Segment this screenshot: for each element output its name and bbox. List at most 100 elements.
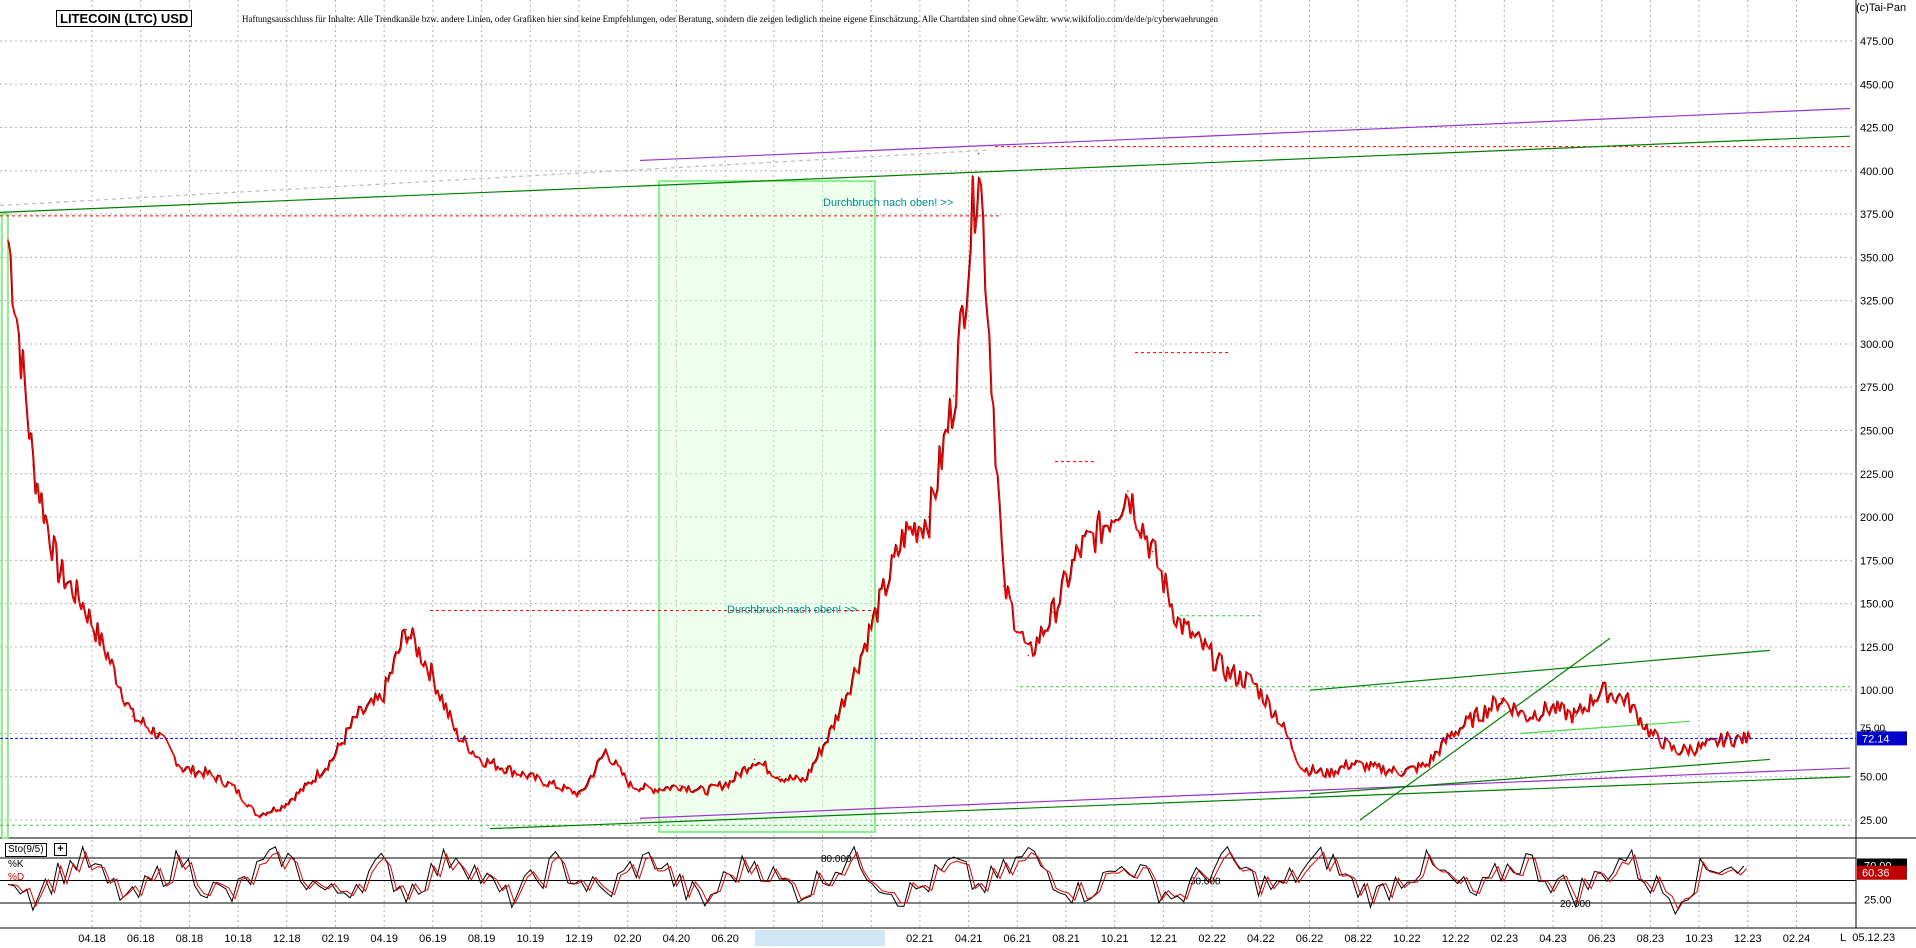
x-axis-end-marker: L (1840, 932, 1847, 944)
price-point (1201, 646, 1204, 648)
x-tick-label: 12.22 (1442, 933, 1470, 945)
price-point (280, 805, 283, 807)
price-point (1699, 746, 1702, 749)
stochastic-d-line (10, 850, 1748, 911)
price-point (704, 789, 706, 792)
price-point (828, 732, 831, 735)
y-tick-label: 200.00 (1860, 512, 1894, 524)
x-tick-label: 04.19 (370, 933, 398, 945)
y-tick-label: 125.00 (1860, 642, 1894, 654)
price-point (1226, 672, 1229, 674)
channel-upper (1309, 649, 1771, 691)
x-tick-label: 12.21 (1150, 933, 1178, 945)
x-tick-label: 06.20 (711, 933, 739, 945)
x-tick-label: 08.19 (468, 933, 496, 945)
price-point (1052, 611, 1054, 614)
x-tick-label: 12.18 (273, 933, 301, 945)
price-point (927, 516, 930, 518)
price-point (1276, 715, 1278, 717)
price-point (430, 672, 432, 674)
price-point (1500, 698, 1502, 700)
x-axis-highlight (755, 930, 885, 946)
y-tick-label: 25.00 (1860, 815, 1888, 827)
x-tick-label: 04.22 (1247, 933, 1275, 945)
price-point (579, 793, 582, 795)
y-tick-label: 450.00 (1860, 79, 1894, 91)
price-point (56, 568, 59, 570)
x-tick-label: 06.22 (1296, 933, 1324, 945)
x-tick-label: 10.19 (517, 933, 545, 945)
price-point (1176, 620, 1179, 622)
breakout-box (658, 180, 876, 833)
price-point (1525, 715, 1527, 717)
price-tag-under-label: 75.00 (1860, 723, 1885, 734)
stochastic-d-label: %D (8, 872, 25, 883)
price-point (1400, 770, 1403, 773)
current-price-label: 72.14 (1862, 733, 1890, 745)
x-tick-label: 04.20 (663, 933, 691, 945)
price-point (1027, 654, 1030, 657)
x-tick-label: 10.21 (1101, 933, 1129, 945)
price-line (8, 176, 1752, 819)
breakout-annotation-lower: Durchbruch nach oben! >> (727, 604, 858, 616)
price-point (1077, 550, 1079, 553)
x-tick-label: 10.23 (1685, 933, 1713, 945)
channel-lower (1309, 758, 1771, 795)
price-point (181, 767, 183, 769)
price-point (778, 775, 781, 778)
x-tick-label: 02.19 (322, 933, 350, 945)
oscillator-label[interactable]: Sto(9/5) (5, 843, 47, 857)
trendline-purple-lower (639, 767, 1851, 819)
price-point (1624, 698, 1627, 700)
price-point (330, 758, 333, 761)
price-point (903, 533, 905, 536)
x-tick-label: 04.18 (78, 933, 106, 945)
price-point (1550, 706, 1552, 709)
price-point (1151, 550, 1154, 553)
price-point (480, 758, 482, 761)
y-tick-label: 175.00 (1860, 555, 1894, 567)
y-tick-label: 250.00 (1860, 426, 1894, 438)
price-point (7, 239, 9, 241)
stochastic-k-line (7, 844, 1745, 916)
price-point (1326, 772, 1328, 775)
x-tick-label: 02.22 (1198, 933, 1226, 945)
price-point (32, 464, 34, 466)
price-point (131, 715, 134, 717)
trendline-purple-upper (639, 107, 1851, 162)
y-tick-label: 100.00 (1860, 685, 1894, 697)
y-tick-label: 225.00 (1860, 469, 1894, 481)
price-point (1674, 749, 1677, 752)
price-point (679, 784, 681, 787)
price-point (1301, 767, 1303, 769)
stochastic-level-label: 20.000 (1560, 899, 1591, 910)
price-point (952, 395, 955, 397)
price-point (106, 654, 109, 657)
price-point (728, 781, 731, 783)
y-tick-label: 350.00 (1860, 252, 1894, 264)
x-tick-label: 12.23 (1734, 933, 1762, 945)
y-tick-label: 275.00 (1860, 382, 1894, 394)
x-tick-label: 06.19 (419, 933, 447, 945)
x-axis-end-date-text: 05.12.23 (1852, 932, 1896, 944)
y-tick-label: 150.00 (1860, 599, 1894, 611)
price-point (405, 628, 407, 631)
x-tick-label: 04.21 (955, 933, 983, 945)
trendline-long-upper (0, 135, 1851, 213)
y-tick-label: 50.00 (1860, 772, 1888, 784)
left-box (1, 213, 9, 839)
x-axis-end-date: L 05.12.23 (1840, 932, 1895, 944)
x-tick-label: 02.20 (614, 933, 642, 945)
price-point (206, 772, 208, 775)
price-point (1475, 715, 1478, 717)
x-tick-label: 10.18 (224, 933, 252, 945)
price-point (1450, 732, 1453, 735)
x-tick-label: 04.23 (1539, 933, 1567, 945)
price-point (753, 758, 756, 761)
oscillator-current-tag (1857, 865, 1907, 880)
stochastic-level-label: 50.000 (1190, 877, 1221, 888)
add-indicator-button[interactable]: + (54, 843, 67, 856)
price-point (977, 152, 980, 155)
price-point (1351, 762, 1353, 764)
